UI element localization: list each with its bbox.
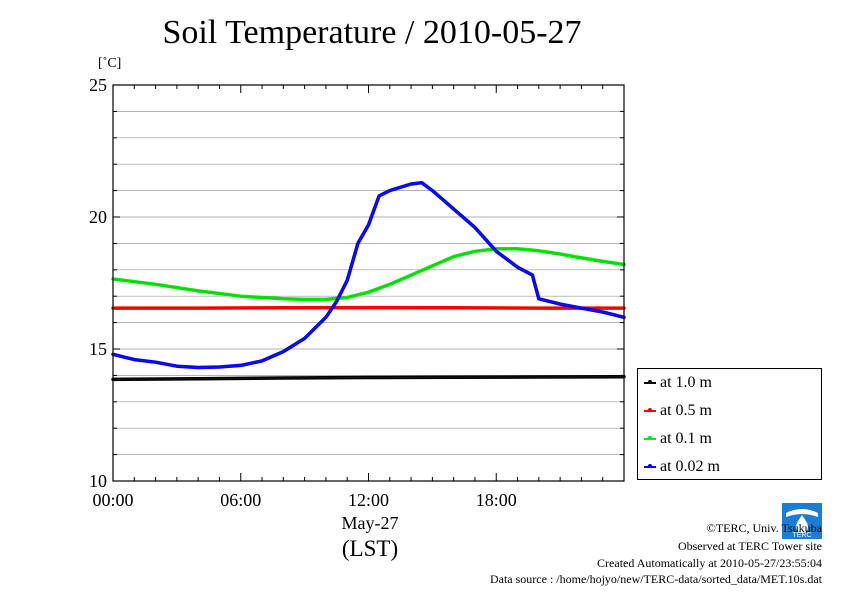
legend: at 1.0 m at 0.5 m at 0.1 m at 0.02 m <box>637 368 822 480</box>
legend-swatch <box>644 436 656 440</box>
chart-title: Soil Temperature / 2010-05-27 <box>162 14 582 51</box>
x-axis-timezone-label: (LST) <box>341 536 399 561</box>
y-tick-label: 15 <box>89 339 107 359</box>
legend-label: at 0.1 m <box>660 430 712 447</box>
series-line-2 <box>111 305 626 310</box>
legend-label: at 1.0 m <box>660 374 712 391</box>
legend-label: at 0.02 m <box>660 458 720 475</box>
axis-ticks <box>112 84 625 482</box>
data-source-text: Data source : /home/hojyo/new/TERC-data/… <box>489 572 822 586</box>
legend-label: at 0.5 m <box>660 402 712 419</box>
terc-logo-icon: TERC <box>782 503 822 539</box>
legend-item: at 0.02 m <box>644 457 720 477</box>
x-tick-label: 00:00 <box>92 490 133 510</box>
axis-tick-labels: 10 15 20 25 00:00 06:00 12:00 18:00 <box>89 75 517 510</box>
legend-swatch <box>644 464 656 468</box>
y-tick-label: 10 <box>89 471 107 491</box>
series-line-outline-3 <box>112 248 625 300</box>
series-line-outline-1 <box>112 376 625 380</box>
series-lines <box>111 180 626 382</box>
x-tick-label: 18:00 <box>476 490 517 510</box>
y-tick-label: 20 <box>89 207 107 227</box>
grid-lines <box>113 111 624 455</box>
legend-swatch <box>644 380 656 384</box>
x-tick-label: 06:00 <box>220 490 261 510</box>
logo-text: TERC <box>792 532 811 539</box>
x-axis-date-label: May-27 <box>341 513 399 533</box>
series-line-4 <box>111 180 626 370</box>
y-tick-label: 25 <box>89 75 107 95</box>
series-line-3 <box>111 246 626 302</box>
observation-site-text: Observed at TERC Tower site <box>677 539 822 553</box>
legend-swatch <box>644 408 656 412</box>
y-axis-unit: [˚C] <box>98 56 122 71</box>
series-line-outline-4 <box>112 182 625 369</box>
x-tick-label: 12:00 <box>348 490 389 510</box>
plot-frame <box>112 84 625 482</box>
legend-item: at 0.5 m <box>644 401 712 421</box>
created-timestamp-text: Created Automatically at 2010-05-27/23:5… <box>597 556 822 570</box>
legend-item: at 1.0 m <box>644 373 712 393</box>
series-line-1 <box>111 374 626 382</box>
series-line-outline-2 <box>113 307 624 309</box>
legend-item: at 0.1 m <box>644 429 712 449</box>
copyright-text: ©TERC, Univ. Tsukuba <box>706 521 822 535</box>
